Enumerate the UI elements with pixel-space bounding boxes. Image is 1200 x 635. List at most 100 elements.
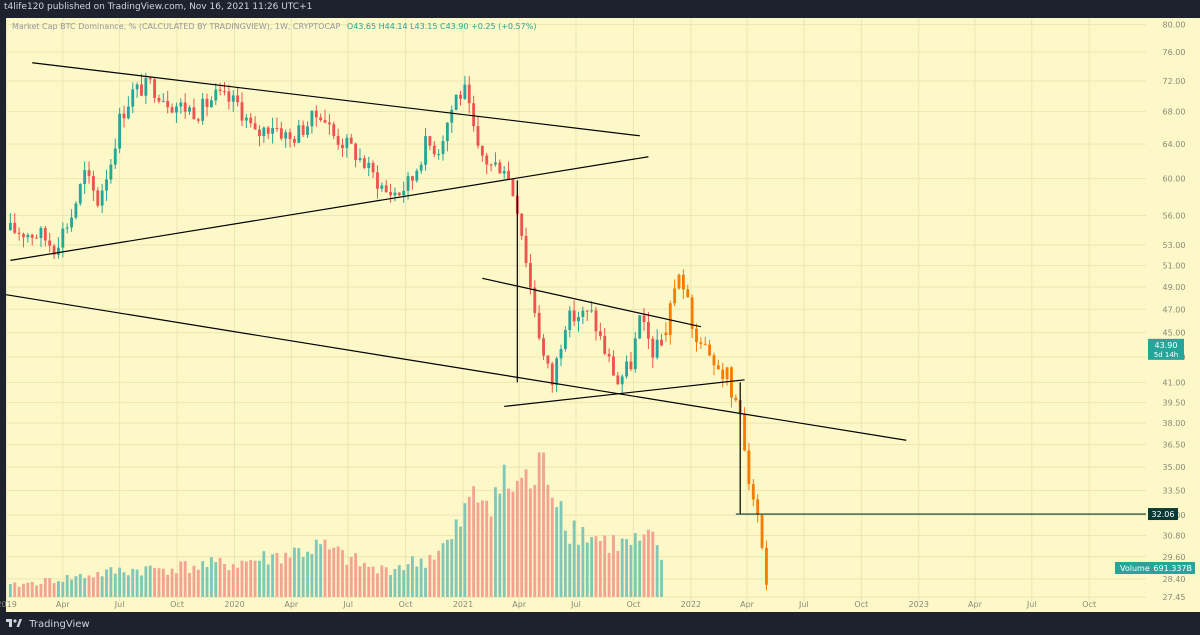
volume-bar (341, 550, 344, 597)
trendline (482, 277, 701, 328)
candle (502, 170, 506, 174)
price-tick-label: 39.50 (1163, 398, 1186, 407)
candle (625, 361, 628, 377)
candle (542, 338, 545, 356)
candle (603, 335, 607, 354)
volume-bar (262, 551, 266, 597)
volume-bar (74, 576, 78, 597)
candle (598, 331, 602, 336)
volume-bar (188, 573, 191, 597)
target-price-label (1148, 508, 1178, 521)
candle (192, 107, 196, 120)
chart-area[interactable]: 80.00 76.00 72.00 68.00 64.00 60.00 56.00 53.00… (0, 0, 1200, 615)
candle (358, 158, 362, 160)
volume-bar (13, 582, 17, 597)
projection-candle (756, 499, 760, 515)
time-tick-label: Apr (740, 600, 755, 609)
volume-bar (411, 556, 414, 597)
candle (520, 213, 524, 236)
projection-candle (716, 365, 720, 370)
volume-bar (39, 584, 43, 597)
volume-bar (249, 560, 253, 597)
volume-bar (358, 566, 362, 597)
candle (43, 228, 47, 241)
volume-bar (284, 552, 288, 597)
volume-bar (135, 569, 139, 597)
volume-bar (441, 543, 445, 597)
volume-bar (502, 464, 506, 597)
projection-candle (734, 397, 738, 401)
projection-candles (664, 269, 768, 591)
ohlc-values: O43.65 H44.14 L43.15 C43.90 +0.25 (+0.57… (346, 22, 537, 31)
volume-label: Volume (1120, 564, 1150, 573)
candle (498, 162, 502, 174)
time-tick-label: Jul (1026, 600, 1037, 609)
symbol-legend: Market Cap BTC Dominance, % (CALCULATED … (12, 22, 536, 31)
volume-bar (70, 579, 73, 597)
candle (131, 89, 135, 107)
volume-bar (389, 575, 392, 597)
candle (70, 217, 73, 228)
candle (411, 176, 414, 181)
target-price-value: 32.06 (1152, 510, 1175, 519)
candle (633, 338, 637, 370)
volume-bar (271, 554, 275, 597)
candle (319, 117, 323, 121)
volume-bar (113, 573, 117, 597)
candle (126, 106, 130, 119)
price-tick-label: 80.00 (1163, 21, 1186, 30)
volume-bar (507, 488, 510, 597)
volume-bar (463, 503, 467, 597)
volume-bar (310, 554, 314, 597)
volume-bar (598, 541, 602, 597)
candle (249, 117, 253, 124)
price-tick-label: 76.00 (1163, 48, 1186, 57)
volume-bar (275, 552, 279, 597)
volume-bar (196, 569, 200, 597)
volume-bar (209, 557, 213, 597)
candle (415, 170, 419, 181)
last-price-value: 43.90 (1155, 341, 1178, 350)
volume-value: 691.337B (1153, 564, 1192, 573)
volume-bar (109, 567, 113, 597)
volume-bar (419, 558, 423, 597)
volume-bar (288, 557, 292, 597)
volume-bar (559, 501, 563, 597)
candle (209, 100, 213, 108)
time-tick-label: Apr (56, 600, 71, 609)
volume-bar (454, 519, 458, 597)
volume-bar (480, 500, 484, 597)
volume-bar (52, 583, 56, 597)
volume-bars (8, 452, 663, 597)
volume-bar (140, 575, 143, 597)
trendline (32, 62, 640, 137)
price-tick-label: 68.00 (1163, 108, 1186, 117)
volume-bar (445, 539, 449, 597)
price-candles (8, 72, 663, 395)
projection-candle (695, 328, 698, 343)
projection-candle (673, 288, 677, 304)
candle (327, 122, 331, 125)
price-tick-label: 49.00 (1163, 283, 1186, 292)
volume-bar (402, 570, 406, 597)
candle (52, 245, 56, 255)
trendline (10, 156, 649, 261)
projection-candle (730, 367, 733, 398)
volume-bar (214, 562, 218, 597)
volume-bar (485, 500, 489, 597)
candle (161, 100, 165, 102)
time-tick-label: Jul (342, 600, 353, 609)
volume-bar (537, 452, 541, 597)
time-tick-label: Apr (284, 600, 299, 609)
volume-bar (231, 564, 235, 597)
volume-bar (205, 566, 209, 597)
candle (563, 329, 567, 350)
projection-candle (681, 274, 685, 290)
price-tick-label: 27.45 (1163, 593, 1186, 602)
candle (581, 310, 585, 318)
candle (96, 190, 100, 206)
projection-candle (699, 342, 703, 344)
volume-bar (428, 554, 432, 597)
projection-candle (664, 332, 668, 336)
tradingview-logo[interactable]: TradingView (6, 618, 90, 630)
